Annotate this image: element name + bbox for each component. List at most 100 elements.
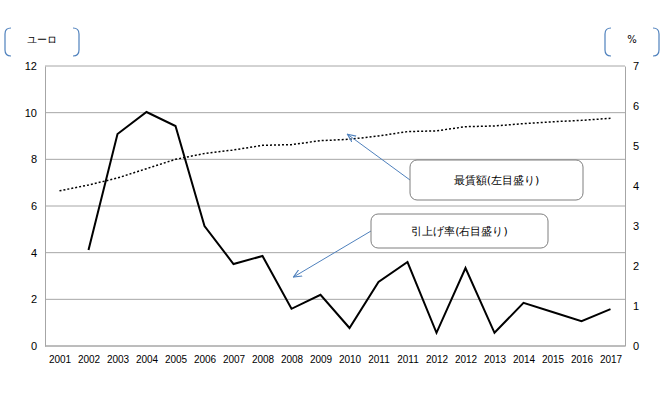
bracket xyxy=(5,28,11,56)
tick: 2009 xyxy=(310,346,333,365)
tick: 0 xyxy=(625,340,639,352)
tick-label: 2004 xyxy=(136,354,159,365)
tick-label: 2012 xyxy=(455,354,478,365)
grid-line xyxy=(45,206,625,207)
tick-label: 0 xyxy=(31,340,37,352)
tick-label: 2013 xyxy=(484,354,507,365)
tick-label: 2008 xyxy=(281,354,304,365)
tick-label: 2011 xyxy=(368,354,390,365)
tick: 1 xyxy=(625,300,639,312)
tick: 3 xyxy=(625,220,639,232)
tick: 2013 xyxy=(484,346,507,365)
tick: 2003 xyxy=(107,346,130,365)
chart: 0246810120123456720012002200320042005200… xyxy=(0,0,662,399)
callout-label: 引上げ率(右目盛り) xyxy=(411,225,508,238)
bracket xyxy=(653,28,659,56)
tick: 2010 xyxy=(339,346,362,365)
tick-label: 2015 xyxy=(542,354,565,365)
tick-label: 5 xyxy=(633,140,639,152)
tick-label: 0 xyxy=(633,340,639,352)
tick: 2006 xyxy=(194,346,217,365)
callout-arrow xyxy=(348,134,411,180)
tick: 2008 xyxy=(281,346,304,365)
tick-label: 7 xyxy=(633,60,639,72)
tick: 2011 xyxy=(368,346,390,365)
tick: 8 xyxy=(31,153,45,165)
callout-box xyxy=(410,160,583,200)
tick-label: 2005 xyxy=(165,354,188,365)
tick: 4 xyxy=(31,247,45,259)
tick: 2015 xyxy=(542,346,565,365)
axis-line xyxy=(625,67,626,347)
bracket xyxy=(73,28,79,56)
tick: 5 xyxy=(625,140,639,152)
tick: 2005 xyxy=(165,346,188,365)
tick-label: 2016 xyxy=(571,354,594,365)
tick: 2017 xyxy=(600,346,623,365)
tick-label: 2014 xyxy=(513,354,536,365)
tick-label: 6 xyxy=(31,200,37,212)
y2-axis: 0 1 2 3 4 5 6 7 xyxy=(625,60,639,352)
tick-label: 2 xyxy=(31,293,37,305)
tick: 0 xyxy=(31,340,45,352)
x-axis: 2001 2002 2003 2004 2005 2006 2007 2008 2008 2009… xyxy=(45,346,625,365)
tick: 2016 xyxy=(571,346,594,365)
tick: 2008 xyxy=(252,346,275,365)
bracket xyxy=(605,28,611,56)
tick-label: 2006 xyxy=(194,354,217,365)
tick: 2002 xyxy=(78,346,101,365)
tick-label: 2009 xyxy=(310,354,333,365)
callout: 最賃額(左目盛り) xyxy=(348,134,584,200)
tick: 2012 xyxy=(426,346,449,365)
grid-line xyxy=(45,299,625,300)
tick-label: 10 xyxy=(25,107,37,119)
tick-label: 2003 xyxy=(107,354,130,365)
tick-label: 2010 xyxy=(339,354,362,365)
grid-line xyxy=(45,112,625,113)
tick-label: 2007 xyxy=(223,354,246,365)
tick-label: 12 xyxy=(25,60,37,72)
tick-label: 2008 xyxy=(252,354,275,365)
tick: 12 xyxy=(25,60,45,72)
tick: 4 xyxy=(625,180,639,192)
tick-label: 1 xyxy=(633,300,639,312)
unit-label: % xyxy=(605,28,659,56)
tick: 2 xyxy=(31,293,45,305)
axis-line xyxy=(45,67,46,347)
callout-box xyxy=(371,214,548,248)
tick: 10 xyxy=(25,107,45,119)
tick-label: 3 xyxy=(633,220,639,232)
tick-label: 2 xyxy=(633,260,639,272)
tick-label: 2012 xyxy=(426,354,449,365)
callout: 引上げ率(右目盛り) xyxy=(294,214,549,277)
tick: 2014 xyxy=(513,346,536,365)
grid-line xyxy=(45,66,625,67)
tick: 2004 xyxy=(136,346,159,365)
callout-label: 最賃額(左目盛り) xyxy=(454,174,540,187)
axis-title: % xyxy=(627,34,637,45)
tick: 7 xyxy=(625,60,639,72)
tick: 6 xyxy=(31,200,45,212)
tick: 2 xyxy=(625,260,639,272)
tick: 6 xyxy=(625,100,639,112)
grid xyxy=(45,66,625,346)
tick-label: 2001 xyxy=(49,354,72,365)
tick-label: 4 xyxy=(31,247,37,259)
series-line xyxy=(89,112,611,333)
plot-area xyxy=(60,112,611,333)
tick: 2012 xyxy=(455,346,478,365)
callout-arrow xyxy=(294,231,372,277)
tick: 2011 xyxy=(397,346,419,365)
tick-label: 4 xyxy=(633,180,639,192)
tick: 2001 xyxy=(49,346,72,365)
tick-label: 2017 xyxy=(600,354,623,365)
tick-label: 2002 xyxy=(78,354,101,365)
axis-line xyxy=(45,346,625,347)
tick: 2007 xyxy=(223,346,246,365)
tick-label: 8 xyxy=(31,153,37,165)
tick-label: 2011 xyxy=(397,354,419,365)
grid-line xyxy=(45,346,625,347)
tick-label: 6 xyxy=(633,100,639,112)
series-line xyxy=(60,118,611,191)
unit-label: ユーロ xyxy=(5,28,79,56)
